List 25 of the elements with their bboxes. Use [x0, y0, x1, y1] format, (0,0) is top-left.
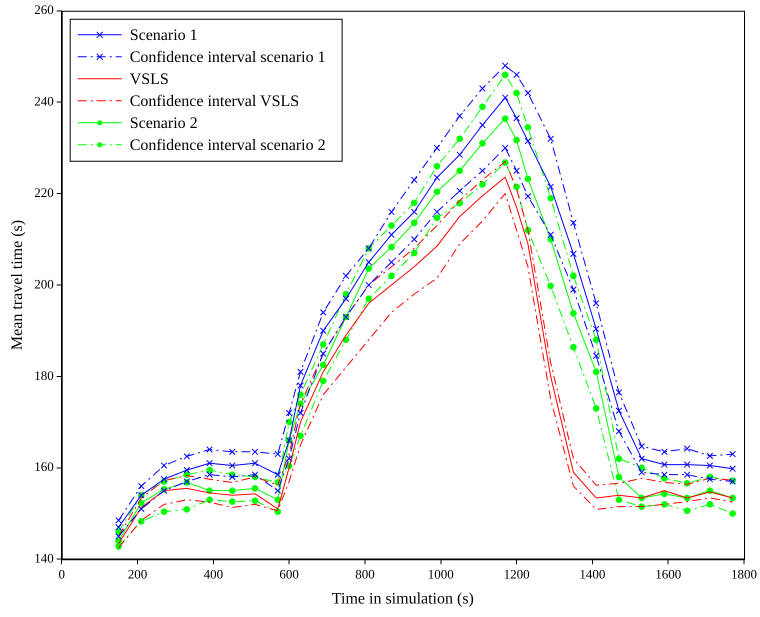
y-tick-label: 220: [34, 185, 54, 200]
legend-label: VSLS: [130, 71, 169, 88]
legend-label: Confidence interval scenario 2: [130, 137, 326, 154]
y-tick-label: 260: [34, 2, 54, 18]
y-axis-title: Mean travel time (s): [8, 220, 26, 350]
y-tick-label: 160: [34, 459, 54, 474]
x-tick-label: 200: [128, 566, 148, 582]
x-tick-label: 1600: [655, 566, 682, 582]
y-tick-label: 140: [34, 550, 54, 566]
x-tick-label: 600: [279, 566, 299, 582]
legend-label: Scenario 1: [130, 27, 198, 44]
x-tick-label: 1000: [428, 566, 454, 582]
x-tick-label: 1800: [731, 566, 757, 582]
legend-label: Confidence interval scenario 1: [130, 49, 326, 66]
x-tick-label: 800: [355, 566, 375, 582]
x-tick-label: 400: [204, 566, 224, 582]
y-tick-label: 180: [34, 368, 54, 383]
x-tick-label: 1200: [504, 566, 530, 582]
legend-label: Scenario 2: [130, 115, 198, 132]
x-tick-label: 1400: [579, 566, 606, 582]
x-tick-label: 0: [58, 566, 65, 582]
y-tick-label: 200: [34, 276, 54, 292]
x-axis-title: Time in simulation (s): [332, 590, 474, 608]
legend-label: Confidence interval VSLS: [130, 93, 300, 110]
y-tick-label: 240: [34, 94, 54, 109]
